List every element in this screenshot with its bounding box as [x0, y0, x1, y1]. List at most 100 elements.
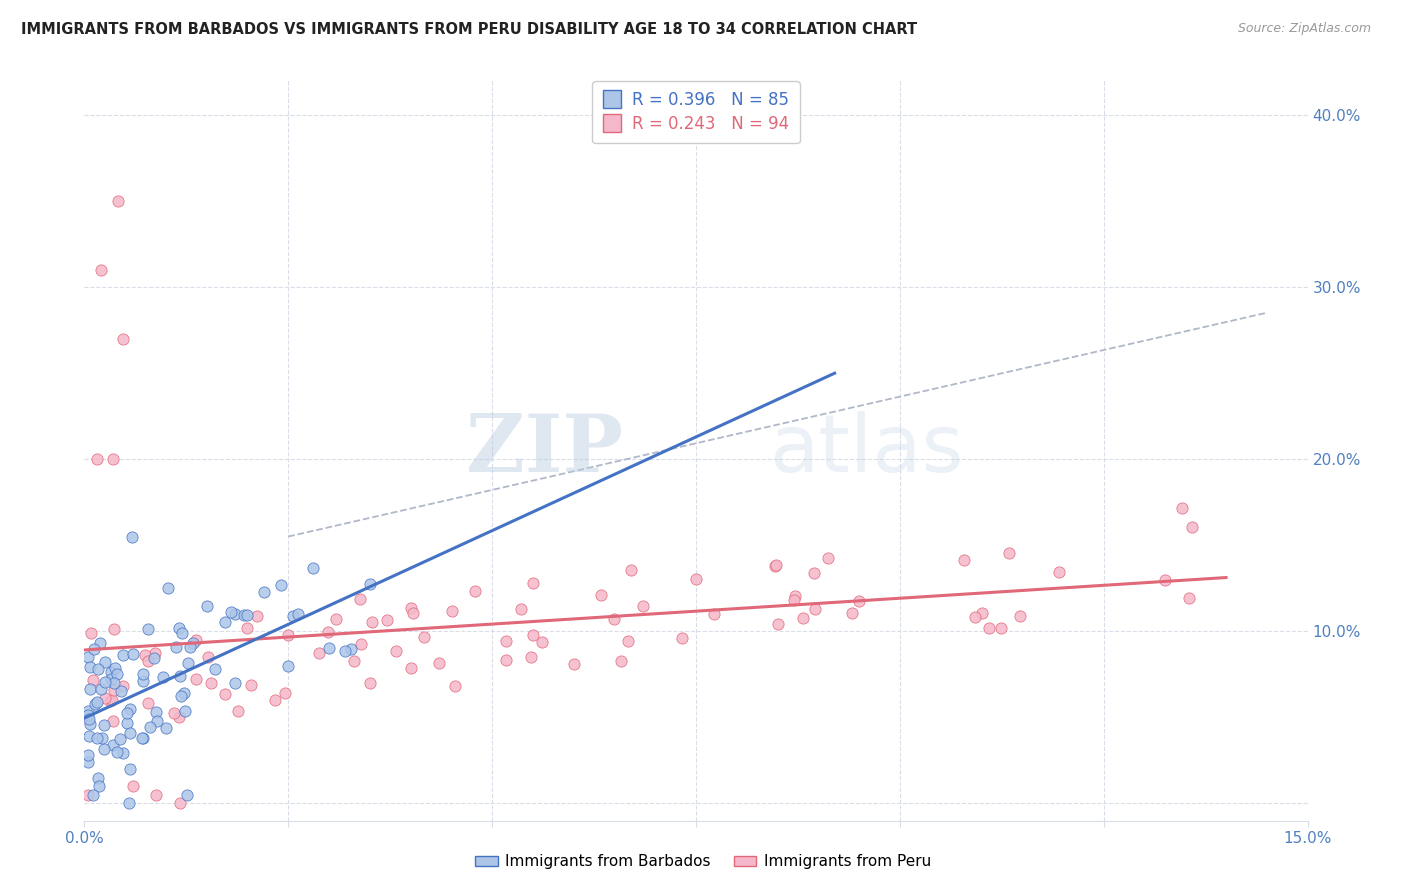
Point — [79, 660, 101, 674]
Point — [631, 599, 654, 613]
Point — [120, 726, 142, 740]
Legend: Immigrants from Barbados, Immigrants from Peru: Immigrants from Barbados, Immigrants fro… — [468, 848, 938, 875]
Point — [108, 732, 131, 747]
Point — [277, 627, 299, 641]
Point — [103, 714, 125, 728]
Point — [77, 649, 100, 664]
Point — [86, 731, 108, 746]
Point — [308, 646, 330, 660]
Point — [93, 742, 115, 756]
Point — [120, 701, 142, 715]
Point — [204, 662, 226, 676]
Point — [170, 690, 193, 704]
Point — [79, 681, 101, 696]
Point — [177, 656, 200, 670]
Point — [603, 612, 626, 626]
Point — [136, 623, 159, 637]
Point — [325, 612, 347, 626]
Point — [340, 642, 363, 657]
Point — [115, 706, 138, 720]
Point — [132, 667, 155, 681]
Point — [87, 771, 110, 785]
Point — [122, 779, 145, 793]
Point — [103, 676, 125, 690]
Point — [495, 634, 517, 648]
Point — [90, 262, 112, 277]
Point — [848, 594, 870, 608]
Point — [589, 588, 612, 602]
Point — [94, 690, 117, 705]
Point — [273, 686, 295, 700]
Point — [441, 604, 464, 618]
Point — [522, 627, 544, 641]
Point — [264, 693, 287, 707]
Point — [214, 615, 236, 630]
Point — [766, 617, 789, 632]
Point — [236, 621, 259, 635]
Point — [79, 717, 101, 731]
Point — [1181, 520, 1204, 534]
Point — [167, 621, 190, 635]
Point — [413, 630, 436, 644]
Point — [510, 602, 533, 616]
Point — [783, 589, 806, 603]
Point — [233, 607, 256, 622]
Point — [685, 573, 707, 587]
Point — [167, 710, 190, 724]
Point — [195, 599, 218, 614]
Point — [98, 694, 121, 708]
Point — [214, 687, 236, 701]
Point — [105, 666, 128, 681]
Point — [495, 652, 517, 666]
Point — [179, 640, 201, 654]
Point — [531, 635, 554, 649]
Point — [765, 558, 787, 572]
Point — [375, 613, 398, 627]
Text: ZIP: ZIP — [465, 411, 623, 490]
Point — [979, 621, 1001, 635]
Point — [82, 673, 104, 687]
Point — [94, 674, 117, 689]
Point — [703, 607, 725, 621]
Point — [136, 654, 159, 668]
Point — [990, 621, 1012, 635]
Point — [121, 530, 143, 544]
Point — [90, 681, 112, 696]
Point — [138, 697, 160, 711]
Point — [817, 550, 839, 565]
Point — [122, 648, 145, 662]
Point — [792, 611, 814, 625]
Point — [111, 332, 134, 346]
Point — [76, 788, 98, 802]
Point — [82, 788, 104, 802]
Point — [335, 644, 357, 658]
Point — [86, 452, 108, 467]
Point — [77, 712, 100, 726]
Point — [152, 670, 174, 684]
Point — [402, 606, 425, 620]
Point — [101, 692, 124, 706]
Point — [617, 633, 640, 648]
Point — [1153, 574, 1175, 588]
Point — [427, 656, 450, 670]
Point — [239, 678, 262, 692]
Legend: R = 0.396   N = 85, R = 0.243   N = 94: R = 0.396 N = 85, R = 0.243 N = 94 — [592, 81, 800, 143]
Point — [763, 559, 786, 574]
Point — [562, 657, 585, 671]
Point — [318, 641, 340, 656]
Point — [385, 644, 408, 658]
Point — [1010, 608, 1032, 623]
Point — [399, 661, 422, 675]
Point — [103, 682, 125, 697]
Point — [131, 731, 153, 745]
Point — [270, 578, 292, 592]
Point — [90, 731, 112, 746]
Point — [157, 581, 180, 595]
Point — [77, 755, 100, 769]
Point — [83, 641, 105, 656]
Point — [226, 705, 249, 719]
Text: IMMIGRANTS FROM BARBADOS VS IMMIGRANTS FROM PERU DISABILITY AGE 18 TO 34 CORRELA: IMMIGRANTS FROM BARBADOS VS IMMIGRANTS F… — [21, 22, 917, 37]
Point — [115, 716, 138, 731]
Point — [350, 636, 373, 650]
Point — [176, 788, 198, 802]
